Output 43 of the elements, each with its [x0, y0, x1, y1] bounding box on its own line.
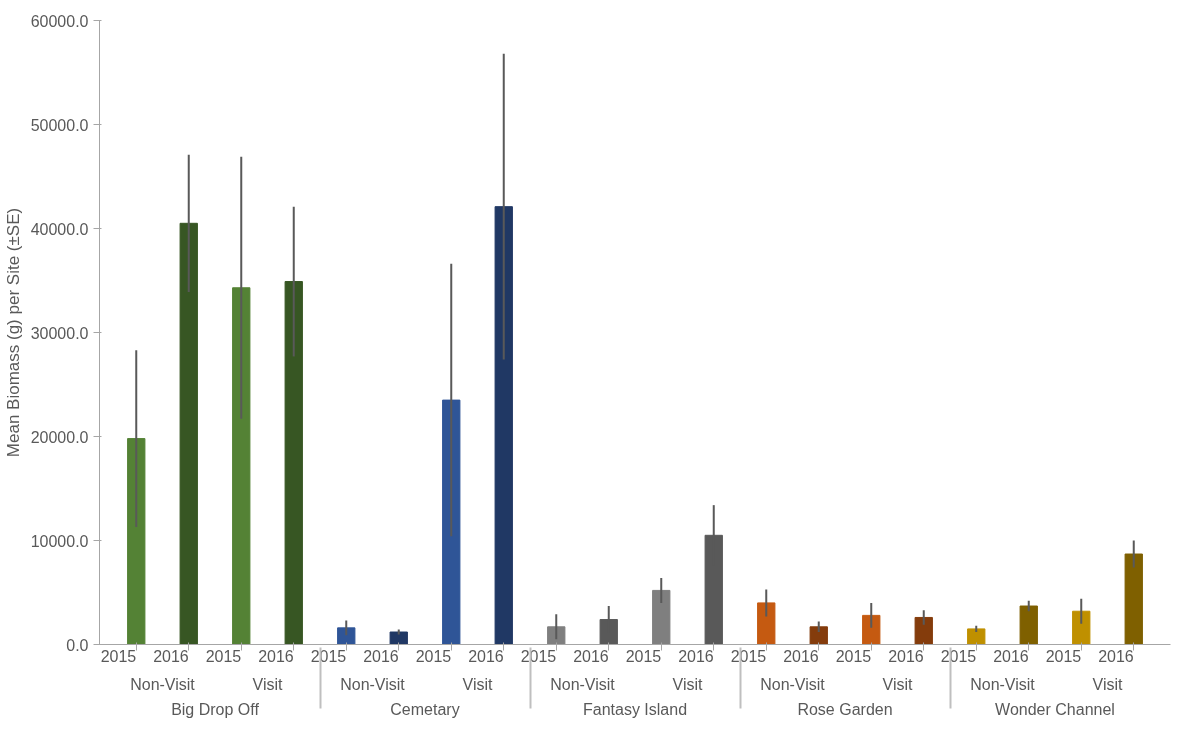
- text: Wonder Channel: [995, 700, 1115, 718]
- x-tick-label: 2015: [625, 647, 662, 665]
- x-tick-label: 2016: [258, 647, 294, 665]
- x-tick-label: 2015: [835, 647, 872, 665]
- text: Big Drop Off: [171, 700, 260, 718]
- text: Non-Visit: [340, 675, 406, 693]
- x-tick-label: 2015: [100, 647, 137, 665]
- x-tick-label: 2015: [520, 647, 557, 665]
- y-axis-title: Mean Biomass (g) per Site (±SE): [3, 207, 23, 458]
- y-tick-label: 50000.0: [30, 116, 89, 134]
- x-tick-label: 2015: [205, 647, 242, 665]
- text: Fantasy Island: [582, 700, 688, 718]
- x-tick-label: 2016: [993, 647, 1029, 665]
- x-tick-label: 2016: [888, 647, 924, 665]
- y-tick-label: 40000.0: [30, 220, 89, 238]
- x-tick-label: 2016: [468, 647, 504, 665]
- x-tick-label: 2016: [1098, 647, 1134, 665]
- text: Non-Visit: [760, 675, 826, 693]
- x-tick-label: 2016: [678, 647, 714, 665]
- text: Non-Visit: [130, 675, 196, 693]
- y-tick-label: 60000.0: [30, 12, 89, 30]
- text: Cemetary: [390, 700, 460, 718]
- text: Visit: [252, 675, 284, 693]
- y-tick-label: 30000.0: [30, 324, 89, 342]
- y-tick-label: 0.0: [66, 636, 89, 654]
- x-tick-label: 2015: [1045, 647, 1082, 665]
- x-tick-label: 2015: [730, 647, 767, 665]
- x-tick-label: 2015: [415, 647, 452, 665]
- text: Visit: [672, 675, 704, 693]
- text: Visit: [462, 675, 494, 693]
- y-tick-label: 20000.0: [30, 428, 89, 446]
- text: Visit: [1092, 675, 1124, 693]
- x-tick-label: 2016: [363, 647, 399, 665]
- x-tick-label: 2016: [783, 647, 819, 665]
- x-tick-label: 2015: [940, 647, 977, 665]
- x-tick-label: 2015: [310, 647, 347, 665]
- text: Non-Visit: [970, 675, 1036, 693]
- y-tick-label: 10000.0: [30, 532, 89, 550]
- text: Non-Visit: [550, 675, 616, 693]
- x-tick-label: 2016: [573, 647, 609, 665]
- x-tick-label: 2016: [153, 647, 189, 665]
- text: Visit: [882, 675, 914, 693]
- text: Rose Garden: [797, 700, 893, 718]
